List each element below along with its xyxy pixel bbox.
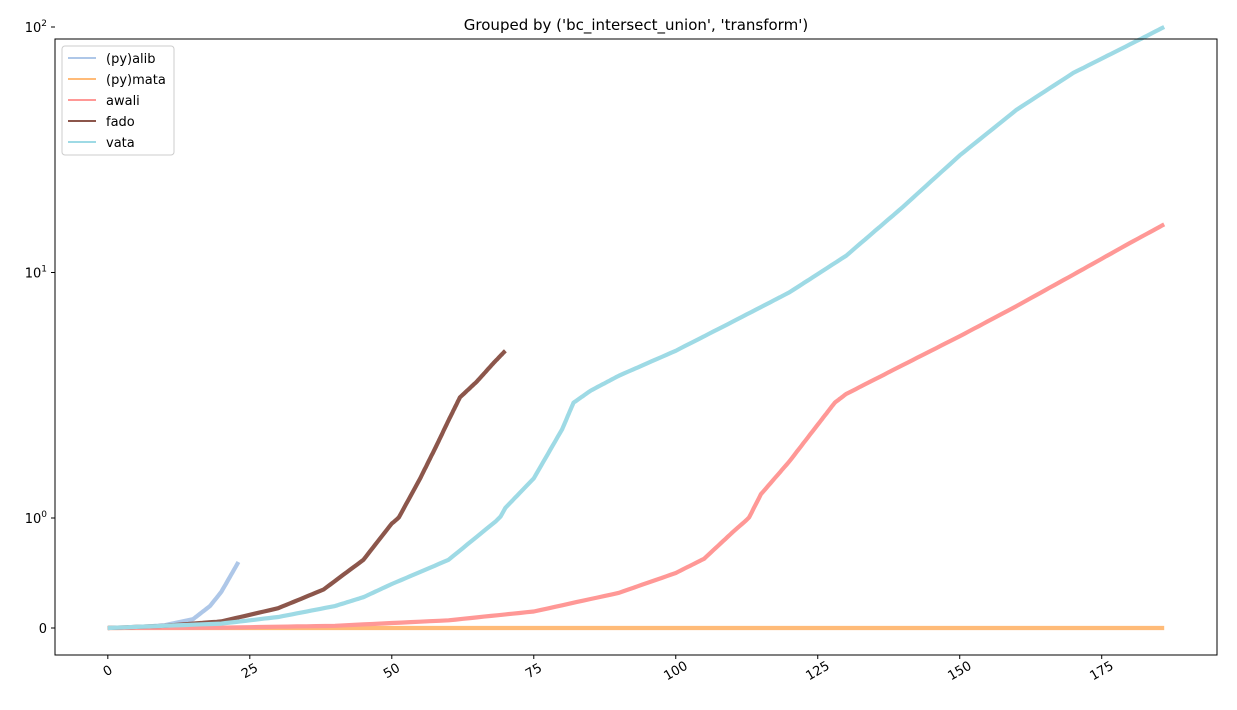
series-line-0 — [107, 560, 241, 631]
y-tick-label-2: 101 — [25, 265, 47, 282]
x-tick-label-7: 175 — [1087, 659, 1116, 684]
y-tick-label-1: 100 — [25, 510, 48, 527]
y-axis: 0 100 101 102 — [25, 19, 55, 637]
x-tick-label-2: 50 — [381, 661, 403, 682]
series-line-4 — [107, 25, 1166, 631]
legend-label-4: vata — [106, 136, 135, 151]
x-tick-label-4: 100 — [662, 659, 691, 684]
legend: (py)alib (py)mata awali fado vata — [61, 45, 175, 156]
series-line-2 — [107, 222, 1166, 631]
legend-label-0: (py)alib — [106, 52, 156, 67]
series-layer — [107, 25, 1166, 631]
y-tick-label-3: 102 — [25, 19, 47, 36]
legend-label-3: fado — [106, 115, 135, 130]
x-axis: 0 25 50 75 100 125 150 175 — [101, 655, 1116, 684]
x-tick-label-5: 125 — [803, 659, 832, 684]
chart-title: Grouped by ('bc_intersect_union', 'trans… — [464, 16, 808, 35]
legend-label-1: (py)mata — [106, 73, 166, 88]
legend-box — [61, 45, 175, 156]
legend-label-2: awali — [106, 94, 140, 109]
y-tick-label-0: 0 — [39, 622, 47, 637]
series-line-3 — [107, 349, 507, 631]
x-tick-label-1: 25 — [239, 661, 261, 682]
x-tick-label-0: 0 — [101, 663, 116, 680]
x-tick-label-6: 150 — [945, 659, 974, 684]
x-tick-label-3: 75 — [523, 661, 545, 682]
plot-frame — [54, 38, 1218, 656]
